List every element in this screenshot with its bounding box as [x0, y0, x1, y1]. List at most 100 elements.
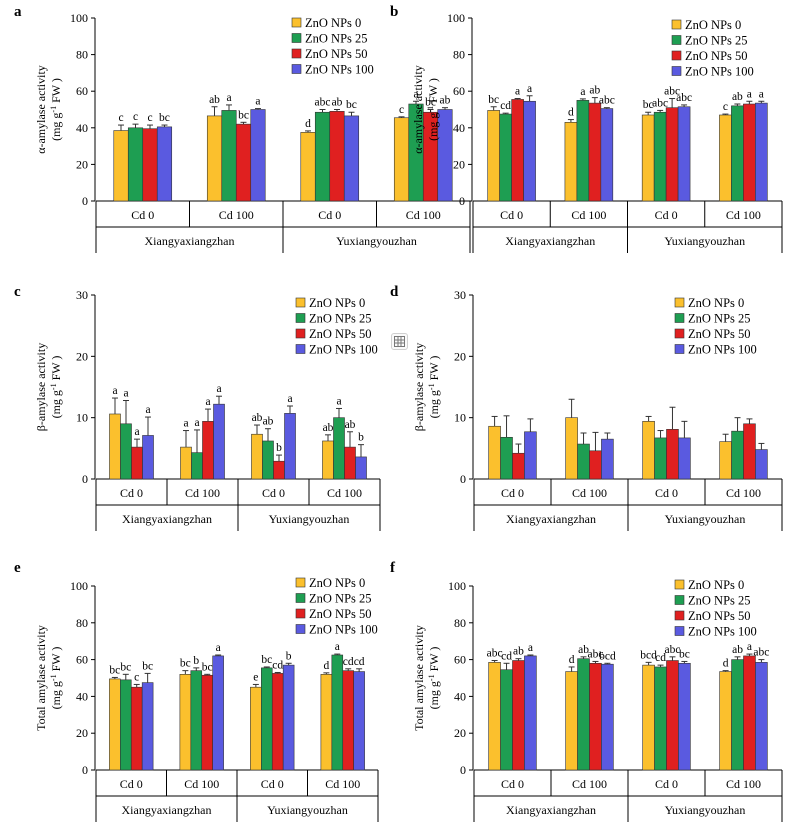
significance-label: b — [286, 650, 292, 662]
x-category-label: Cd 0 — [501, 777, 524, 791]
y-tick-label: 100 — [447, 11, 465, 25]
bar — [273, 460, 285, 480]
x-category-label: Cd 100 — [219, 208, 254, 222]
x-category-label: Cd 100 — [185, 486, 220, 500]
bar — [131, 446, 143, 480]
bar — [353, 671, 365, 771]
bar — [322, 440, 334, 480]
y-axis-title: α-amylase activity — [411, 65, 425, 154]
bar — [142, 128, 158, 202]
significance-label: c — [118, 112, 123, 124]
y-axis-unit: (mg g-1 FW ) — [427, 356, 442, 419]
significance-label: a — [112, 385, 117, 397]
significance-label: cd — [501, 650, 512, 662]
y-axis-unit: (mg g-1 FW ) — [49, 356, 64, 419]
y-tick-label: 20 — [454, 349, 466, 363]
significance-label: a — [336, 395, 341, 407]
x-category-label: Cd 0 — [261, 777, 284, 791]
x-category-label: Cd 0 — [131, 208, 154, 222]
significance-label: a — [134, 426, 139, 438]
legend-label: ZnO NPs 25 — [685, 34, 748, 48]
x-category-label: Cd 100 — [726, 777, 761, 791]
bar — [511, 99, 524, 202]
bar — [755, 449, 768, 480]
x-group-label: Yuxiangyouzhan — [336, 234, 417, 248]
y-axis-unit: (mg g-1 FW ) — [427, 647, 442, 710]
significance-label: a — [183, 418, 188, 430]
significance-label: bc — [109, 664, 120, 676]
bar — [120, 423, 132, 480]
legend-label: ZnO NPs 0 — [305, 16, 361, 30]
bar — [600, 108, 614, 202]
legend-label: ZnO NPs 50 — [305, 47, 368, 61]
y-tick-label: 20 — [76, 349, 88, 363]
chart-panel-e: e 0 20 40 60 80 100 Total amylase activity (mg g… — [14, 560, 379, 822]
bar — [512, 452, 525, 480]
x-group-label: Yuxiangyouzhan — [665, 512, 746, 526]
legend-swatch — [295, 297, 306, 308]
bar — [755, 102, 768, 202]
bar — [393, 117, 410, 202]
significance-label: bc — [120, 661, 131, 673]
y-tick-label: 40 — [76, 121, 88, 135]
bar — [314, 111, 331, 202]
significance-label: ab — [252, 412, 263, 424]
y-axis-title: Total amylase activity — [412, 625, 426, 731]
y-axis-unit: (mg g-1 FW ) — [426, 78, 441, 141]
bar — [190, 670, 203, 771]
significance-label: a — [145, 404, 150, 416]
x-group-label: Yuxiangyouzhan — [269, 512, 350, 526]
bar — [666, 660, 679, 771]
legend-label: ZnO NPs 25 — [309, 592, 372, 606]
significance-label: bc — [488, 94, 499, 106]
significance-label: c — [399, 104, 404, 116]
x-group-label: Yuxiangyouzhan — [665, 803, 746, 817]
significance-label: d — [323, 660, 329, 672]
significance-label: abc — [652, 97, 668, 109]
y-tick-label: 0 — [460, 472, 466, 486]
legend-swatch — [671, 19, 682, 30]
significance-label: a — [413, 88, 418, 100]
table-view-icon[interactable] — [391, 333, 408, 350]
bar — [300, 132, 316, 202]
x-group-label: Yuxiangyouzhan — [267, 803, 348, 817]
legend-label: ZnO NPs 0 — [685, 18, 741, 32]
significance-label: bc — [261, 654, 272, 666]
bar — [731, 659, 744, 771]
legend-label: ZnO NPs 50 — [309, 607, 372, 621]
legend-swatch — [674, 313, 685, 323]
bar — [678, 662, 691, 771]
significance-label: a — [759, 88, 764, 100]
legend-swatch — [674, 579, 685, 590]
bar — [212, 655, 224, 771]
bar — [156, 126, 173, 202]
significance-label: b — [358, 432, 364, 444]
bar — [499, 113, 512, 202]
chart-panel-f: f 0 20 40 60 80 100 Total amylase activity (mg g… — [390, 560, 783, 822]
significance-label: a — [287, 393, 292, 405]
bar — [320, 674, 333, 771]
bar — [250, 686, 262, 771]
legend-label: ZnO NPs 25 — [305, 32, 368, 46]
y-tick-label: 0 — [82, 763, 88, 777]
x-category-label: Cd 100 — [572, 486, 607, 500]
bar — [653, 111, 667, 202]
significance-label: cd — [272, 659, 283, 671]
legend-label: ZnO NPs 100 — [309, 623, 378, 637]
significance-label: c — [723, 101, 728, 113]
y-axis-title: α-amylase activity — [34, 65, 48, 154]
legend-label: ZnO NPs 50 — [688, 609, 751, 623]
significance-label: ab — [209, 94, 220, 106]
y-tick-label: 20 — [454, 726, 466, 740]
bar — [213, 403, 225, 480]
bar — [127, 127, 144, 202]
significance-label: a — [216, 383, 221, 395]
x-category-label: Cd 100 — [572, 777, 607, 791]
bar — [221, 110, 237, 202]
significance-label: ab — [345, 419, 356, 431]
y-tick-label: 40 — [454, 689, 466, 703]
bar — [180, 446, 192, 480]
significance-label: d — [569, 654, 575, 666]
